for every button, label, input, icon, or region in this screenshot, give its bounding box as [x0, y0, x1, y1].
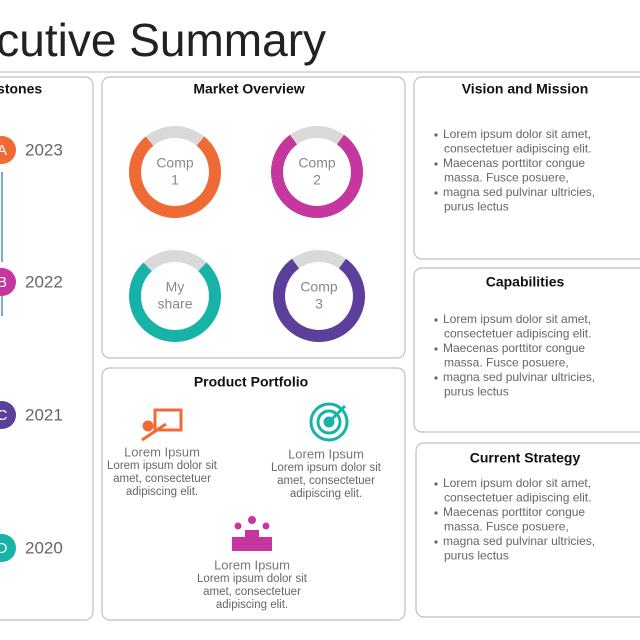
donut-arc — [273, 258, 365, 342]
badge — [0, 136, 16, 164]
bullet-dot — [434, 511, 438, 515]
badge-letter: B — [0, 274, 7, 291]
bullet-dot — [434, 540, 438, 544]
bullet-dot — [434, 191, 438, 195]
bullet-text: magna sed pulvinar ultricies, — [443, 185, 595, 199]
badge-letter: A — [0, 142, 7, 159]
milestones-box — [0, 76, 94, 621]
bullet-text: Maecenas porttitor congue — [443, 505, 585, 519]
podium-icon — [232, 516, 272, 551]
item-text: Lorem ipsum dolor sit — [107, 460, 218, 472]
bullet-text: consectetuer adipiscing elit. — [444, 327, 591, 341]
bullet-text: magna sed pulvinar ultricies, — [443, 370, 595, 384]
item-text: amet, consectetuer — [113, 473, 211, 485]
bullet-dot — [434, 482, 438, 486]
donut-arc — [129, 136, 221, 218]
bullet-dot — [434, 133, 438, 137]
bullet-text: Lorem ipsum dolor sit amet, — [443, 312, 591, 326]
donut-arc — [129, 262, 221, 342]
bullet-text: Lorem ipsum dolor sit amet, — [443, 127, 591, 141]
bullet-text: Maecenas porttitor congue — [443, 341, 585, 355]
item-text: adipiscing elit. — [216, 599, 288, 611]
bullet-dot — [434, 318, 438, 322]
year: 2022 — [25, 272, 63, 291]
donut-label: My — [166, 279, 185, 295]
item-text: amet, consectetuer — [277, 475, 375, 487]
item-text: Lorem ipsum dolor sit — [197, 573, 308, 585]
capabilities-box — [413, 267, 640, 433]
donut-label: Comp — [156, 155, 194, 171]
section-title: Milestones — [0, 81, 42, 97]
panel-title: Vision and Mission — [462, 81, 589, 97]
bullet-text: consectetuer adipiscing elit. — [444, 142, 591, 156]
item-text: amet, consectetuer — [203, 586, 301, 598]
target-icon — [309, 402, 349, 442]
bullet-text: massa. Fusce posuere, — [444, 520, 569, 534]
year: 2023 — [25, 140, 63, 159]
badge-letter: C — [0, 407, 8, 424]
bullet-text: purus lectus — [444, 549, 509, 563]
item-text: Lorem ipsum dolor sit — [271, 462, 382, 474]
bullet-text: massa. Fusce posuere, — [444, 356, 569, 370]
bullet-text: magna sed pulvinar ultricies, — [443, 534, 595, 548]
bullet-text: consectetuer adipiscing elit. — [444, 491, 591, 505]
bullet-text: purus lectus — [444, 385, 509, 399]
vision-box — [413, 76, 640, 260]
year: 2021 — [25, 405, 63, 424]
item-text: adipiscing elit. — [290, 488, 362, 500]
item-title: Lorem Ipsum — [214, 557, 290, 572]
year: 2020 — [25, 538, 63, 557]
donut-label: share — [157, 296, 192, 312]
bullet-dot — [434, 162, 438, 166]
donut-label: Comp — [300, 279, 338, 295]
panel-title: Current Strategy — [470, 450, 581, 466]
donut-label: 2 — [313, 172, 321, 188]
item-text: adipiscing elit. — [126, 486, 198, 498]
donut-arc — [271, 134, 363, 218]
strategy-box — [415, 442, 640, 618]
bullet-text: Lorem ipsum dolor sit amet, — [443, 476, 591, 490]
donut-label: 3 — [315, 296, 323, 312]
bullet-dot — [434, 376, 438, 380]
section-title: Market Overview — [193, 81, 304, 97]
market-box — [101, 76, 406, 359]
badge — [0, 268, 16, 296]
slide-title: Executive Summary — [0, 14, 326, 66]
item-title: Lorem Ipsum — [288, 446, 364, 461]
panel-title: Capabilities — [486, 274, 565, 290]
badge-letter: D — [0, 540, 8, 557]
item-title: Lorem Ipsum — [124, 444, 200, 459]
bullet-dot — [434, 347, 438, 351]
donut-label: Comp — [298, 155, 336, 171]
section-title: Product Portfolio — [194, 374, 308, 390]
badge — [0, 534, 16, 562]
presentation-icon — [141, 408, 183, 442]
bullet-text: massa. Fusce posuere, — [444, 171, 569, 185]
donut-label: 1 — [171, 172, 179, 188]
bullet-text: Maecenas porttitor congue — [443, 156, 585, 170]
bullet-text: purus lectus — [444, 200, 509, 214]
badge — [0, 401, 16, 429]
